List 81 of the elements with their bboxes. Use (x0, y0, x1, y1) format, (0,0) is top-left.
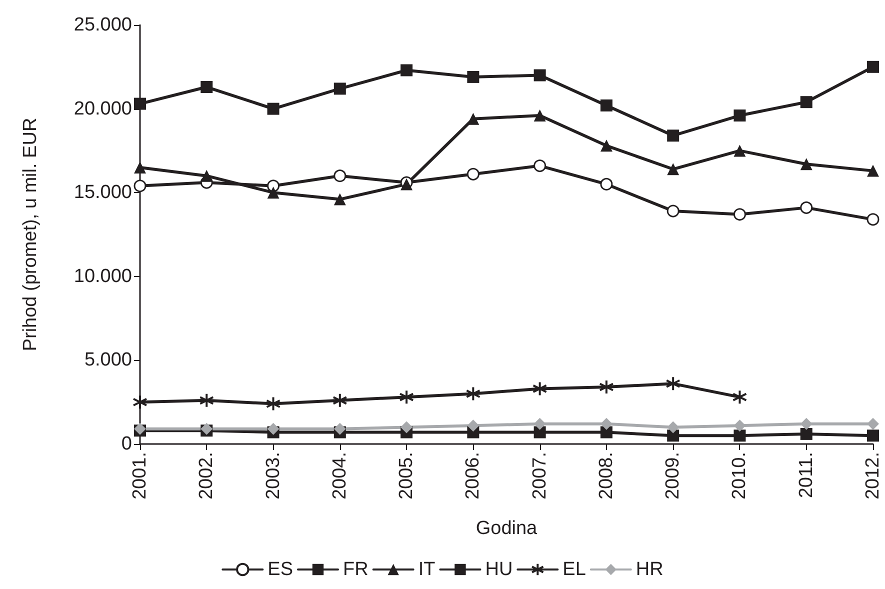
point (600, 418, 612, 430)
y-axis-title: Prihod (promet), u mil. EUR (20, 118, 41, 352)
point (600, 178, 613, 190)
point (334, 422, 346, 435)
x-tick-label: 2007. (529, 452, 550, 500)
point (534, 110, 546, 122)
point (867, 430, 879, 442)
point (334, 193, 346, 206)
point (666, 376, 681, 392)
point (532, 381, 548, 396)
point (666, 204, 680, 218)
point (667, 130, 680, 142)
legend-label: HU (485, 559, 513, 580)
point (866, 213, 880, 226)
point (733, 208, 746, 221)
legend-label: EL (562, 559, 586, 580)
legend-label: FR (343, 559, 368, 580)
point (200, 170, 213, 182)
point (734, 420, 746, 432)
point (334, 170, 346, 182)
y-tick-label: 0 (121, 434, 132, 454)
point (134, 180, 146, 192)
point (800, 418, 812, 430)
point (466, 386, 481, 402)
y-tick-label: 5.000 (84, 350, 132, 371)
point (667, 421, 680, 434)
point (534, 69, 546, 82)
point (600, 140, 612, 152)
point (734, 430, 746, 442)
legend-label: ES (268, 559, 294, 580)
point (199, 392, 214, 408)
x-tick-label: 2010. (729, 452, 750, 500)
point (867, 60, 879, 73)
legend-label: HR (636, 559, 664, 580)
point (399, 390, 414, 405)
point (800, 201, 813, 214)
y-tick-label: 15.000 (74, 182, 132, 204)
x-tick-label: 2009. (662, 452, 684, 500)
point (800, 96, 812, 108)
x-tick-label: 2004. (329, 452, 350, 500)
point (466, 168, 480, 180)
x-tick-label: 2002. (196, 452, 218, 500)
point (667, 163, 680, 176)
point (667, 430, 680, 442)
point (600, 99, 612, 112)
point (267, 422, 280, 435)
point (534, 426, 546, 438)
point (332, 392, 348, 408)
point (534, 160, 546, 172)
point (734, 144, 746, 157)
point (134, 98, 146, 110)
y-tick-label: 20.000 (74, 98, 132, 120)
point (467, 420, 480, 432)
x-tick-label: 2011. (796, 452, 817, 498)
point (267, 186, 280, 199)
point (267, 102, 280, 115)
point (200, 81, 213, 94)
x-tick-label: 2003. (262, 452, 284, 500)
point (734, 110, 746, 122)
point (266, 396, 281, 412)
y-tick-label: 25.000 (74, 14, 132, 36)
point (400, 421, 413, 434)
legend-label: IT (418, 559, 436, 580)
x-tick-label: 2008. (596, 452, 617, 500)
point (867, 418, 879, 430)
point (534, 418, 546, 430)
point (800, 158, 812, 170)
point (400, 64, 413, 76)
point (598, 380, 614, 395)
point (134, 161, 146, 174)
x-tick-label: 2006. (462, 452, 484, 500)
y-tick-label: 10.000 (74, 266, 132, 287)
point (600, 426, 612, 438)
point (467, 70, 480, 83)
x-tick-label: 2001. (130, 452, 150, 500)
x-tick-label: 2005. (396, 452, 418, 500)
point (800, 428, 812, 440)
x-axis-title: Godina (476, 518, 538, 539)
point (867, 164, 879, 177)
point (334, 82, 346, 95)
x-tick-label: 2012. (862, 452, 884, 500)
